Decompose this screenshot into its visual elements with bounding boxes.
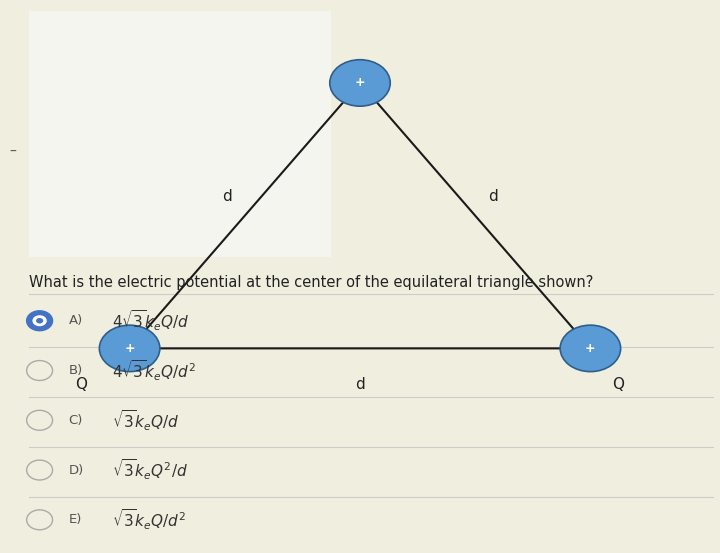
Text: C): C) — [68, 414, 83, 427]
Text: +: + — [355, 76, 365, 90]
Text: Q: Q — [612, 377, 624, 392]
FancyBboxPatch shape — [29, 11, 331, 257]
Text: What is the electric potential at the center of the equilateral triangle shown?: What is the electric potential at the ce… — [29, 275, 593, 290]
Circle shape — [99, 325, 160, 372]
Text: $4\sqrt{3}k_eQ/d$: $4\sqrt{3}k_eQ/d$ — [112, 309, 189, 333]
Text: d: d — [488, 189, 498, 204]
Circle shape — [36, 318, 43, 324]
Text: E): E) — [68, 513, 82, 526]
Text: $\sqrt{3}k_eQ^2/d$: $\sqrt{3}k_eQ^2/d$ — [112, 458, 188, 482]
Text: D): D) — [68, 463, 84, 477]
Text: A): A) — [68, 314, 83, 327]
Text: $\sqrt{3}k_eQ/d$: $\sqrt{3}k_eQ/d$ — [112, 408, 179, 432]
Circle shape — [32, 315, 47, 326]
Text: B): B) — [68, 364, 83, 377]
Text: d: d — [222, 189, 232, 204]
Text: –: – — [9, 145, 17, 159]
Text: $4\sqrt{3}k_eQ/d^2$: $4\sqrt{3}k_eQ/d^2$ — [112, 358, 196, 383]
Text: Q: Q — [75, 377, 86, 392]
Text: +: + — [585, 342, 595, 355]
Circle shape — [27, 311, 53, 331]
Circle shape — [560, 325, 621, 372]
Text: $\sqrt{3}k_eQ/d^2$: $\sqrt{3}k_eQ/d^2$ — [112, 508, 186, 532]
Text: +: + — [125, 342, 135, 355]
Circle shape — [330, 60, 390, 106]
Text: d: d — [355, 377, 365, 392]
